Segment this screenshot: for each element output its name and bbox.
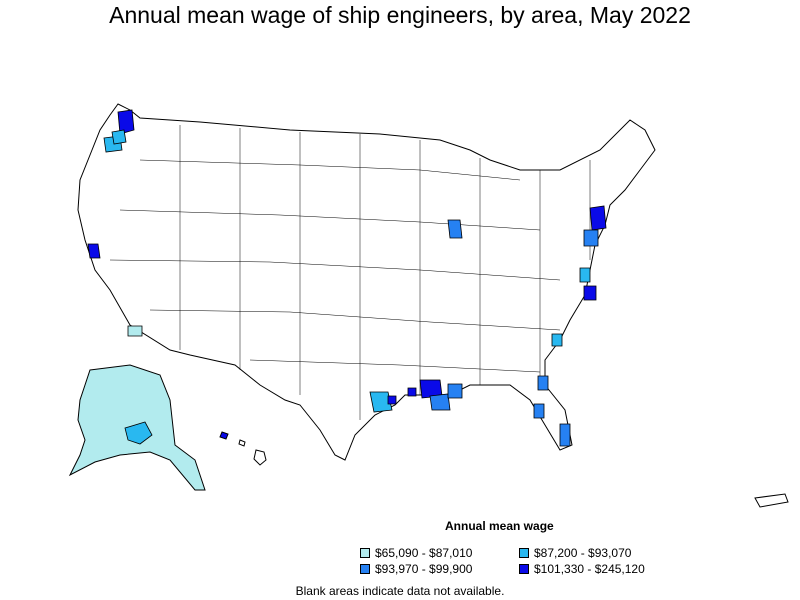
footnote: Blank areas indicate data not available. — [295, 584, 505, 598]
area-charleston — [551, 333, 563, 347]
hawaii — [219, 431, 267, 466]
legend-title: Annual mean wage — [445, 519, 554, 533]
area-houston — [369, 391, 393, 413]
legend-label-2: $87,200 - $93,070 — [534, 546, 632, 560]
legend-item-3: $93,970 - $99,900 — [360, 562, 472, 576]
area-jacksonville — [537, 375, 549, 391]
area-seattle — [117, 109, 135, 135]
legend-label-1: $65,090 - $87,010 — [375, 546, 473, 560]
area-lake-charles — [407, 387, 417, 397]
wage-areas — [87, 109, 607, 447]
area-sd — [127, 325, 143, 337]
legend-swatch-1 — [360, 548, 370, 558]
legend-swatch-3 — [360, 564, 370, 574]
legend-item-4: $101,330 - $245,120 — [519, 562, 645, 576]
area-miami — [559, 423, 571, 447]
alaska-anchorage-area — [124, 421, 153, 445]
area-tampa — [533, 403, 545, 419]
puerto-rico — [754, 493, 789, 508]
area-sf-bay — [87, 243, 101, 259]
area-virginia — [583, 285, 597, 301]
legend-item-1: $65,090 - $87,010 — [360, 546, 472, 560]
area-baltimore — [579, 267, 591, 283]
area-new-orleans — [429, 393, 451, 411]
area-oregon-inland — [111, 129, 127, 145]
legend-label-3: $93,970 - $99,900 — [375, 562, 473, 576]
legend-swatch-4 — [519, 564, 529, 574]
map-title: Annual mean wage of ship engineers, by a… — [109, 2, 691, 28]
area-nyc — [589, 205, 607, 231]
area-philly — [583, 229, 599, 247]
county-lines — [109, 125, 591, 420]
area-mobile — [447, 383, 463, 399]
area-beaumont — [387, 395, 397, 405]
legend-item-2: $87,200 - $93,070 — [519, 546, 631, 560]
legend-label-4: $101,330 - $245,120 — [534, 562, 645, 576]
area-chicago — [447, 219, 463, 239]
legend-swatch-2 — [519, 548, 529, 558]
